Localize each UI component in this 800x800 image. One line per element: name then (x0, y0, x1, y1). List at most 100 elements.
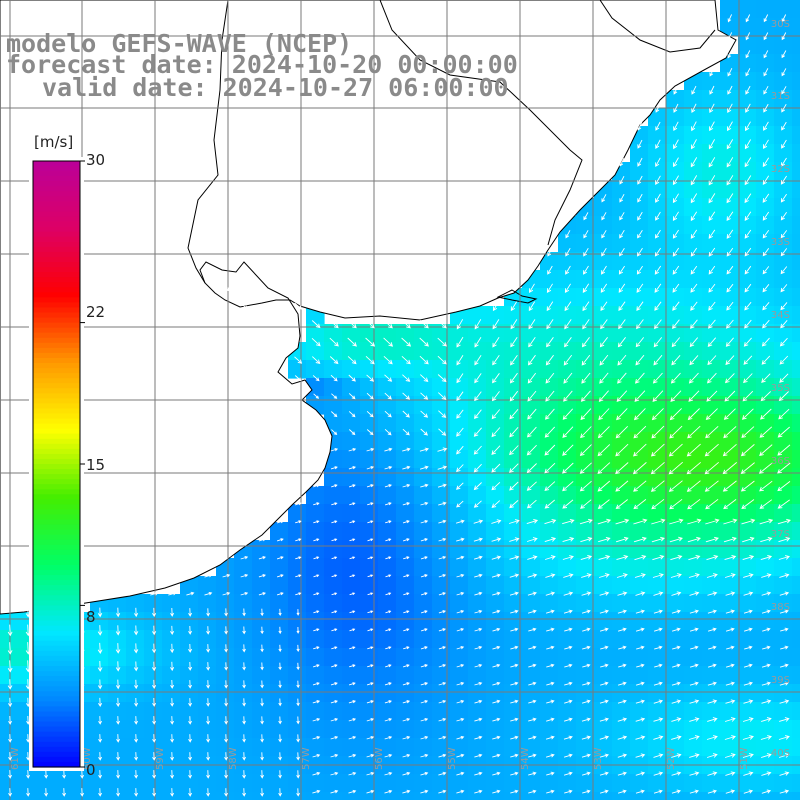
wind-arrow (599, 354, 609, 366)
wind-cell (396, 720, 415, 739)
wind-arrow (673, 139, 679, 150)
wind-arrow (706, 735, 718, 740)
wind-arrow (313, 502, 320, 506)
wind-cell (594, 774, 613, 793)
wind-arrow (312, 700, 321, 704)
wind-cell (738, 234, 757, 253)
wind-cell (558, 432, 577, 451)
wind-cell (162, 612, 181, 631)
wind-arrow (331, 610, 338, 614)
wind-cell (684, 666, 703, 685)
wind-cell (756, 54, 775, 73)
wind-arrow (186, 591, 195, 596)
wind-arrow (366, 700, 374, 704)
wind-arrow (708, 139, 715, 150)
wind-cell (126, 774, 145, 793)
wind-cell (216, 576, 235, 595)
wind-arrow (672, 247, 680, 257)
wind-arrow (745, 121, 751, 132)
wind-cell (774, 702, 793, 721)
wind-arrow (170, 625, 175, 635)
wind-arrow (671, 355, 681, 366)
wind-arrow (170, 734, 174, 743)
wind-cell (648, 774, 667, 793)
wind-cell (414, 630, 433, 649)
wind-arrow (615, 443, 629, 457)
wind-arrow (260, 698, 264, 707)
wind-cell (738, 288, 757, 307)
wind-cell (648, 432, 667, 451)
wind-cell (720, 522, 739, 541)
wind-cell (288, 594, 307, 613)
wind-arrow (168, 591, 177, 596)
wind-cell (666, 432, 685, 451)
wind-arrow (366, 682, 374, 686)
wind-arrow (134, 770, 139, 779)
wind-arrow (741, 518, 756, 525)
wind-cell (738, 162, 757, 181)
border-line (379, 0, 583, 246)
wind-cell (774, 504, 793, 523)
wind-cell (702, 666, 721, 685)
wind-arrow (348, 484, 356, 488)
wind-cell (396, 504, 415, 523)
wind-arrow (313, 393, 320, 399)
wind-arrow (402, 735, 411, 740)
wind-cell (504, 648, 523, 667)
wind-arrow (133, 661, 139, 672)
wind-cell (468, 360, 487, 379)
colorbar-swatch (33, 625, 80, 632)
wind-arrow (491, 481, 501, 491)
wind-arrow (687, 536, 701, 543)
wind-cell (684, 540, 703, 559)
wind-arrow (420, 771, 429, 776)
wind-cell (126, 738, 145, 757)
wind-arrow (672, 645, 681, 650)
wind-arrow (655, 157, 661, 167)
wind-arrow (544, 481, 556, 491)
wind-cell (576, 270, 595, 289)
wind-cell (90, 738, 109, 757)
wind-arrow (188, 698, 193, 707)
wind-arrow (473, 463, 482, 473)
wind-arrow (276, 556, 284, 560)
wind-arrow (740, 480, 755, 492)
wind-cell (738, 468, 757, 487)
wind-cell (648, 792, 667, 800)
wind-arrow (689, 717, 700, 722)
wind-cell (360, 702, 379, 721)
colorbar-swatch (33, 529, 80, 536)
colorbar-swatch (33, 398, 80, 404)
wind-arrow (760, 735, 772, 740)
wind-arrow (633, 518, 648, 525)
wind-cell (342, 522, 361, 541)
wind-arrow (637, 175, 643, 185)
wind-arrow (509, 427, 519, 438)
wind-cell (774, 306, 793, 325)
wind-cell (774, 720, 793, 739)
wind-cell (0, 738, 19, 757)
wind-arrow (330, 466, 338, 470)
wind-cell (756, 648, 775, 667)
wind-arrow (653, 354, 663, 366)
wind-arrow (474, 373, 482, 384)
colorbar-swatch (33, 287, 80, 293)
wind-cell (558, 684, 577, 703)
wind-arrow (526, 519, 539, 525)
wind-cell (378, 792, 397, 800)
wind-cell (738, 36, 757, 55)
wind-cell (702, 306, 721, 325)
wind-arrow (652, 372, 663, 384)
wind-cell (648, 594, 667, 613)
wind-cell (756, 198, 775, 217)
wind-arrow (295, 592, 302, 596)
wind-arrow (582, 645, 591, 650)
wind-arrow (599, 735, 610, 740)
wind-arrow (438, 410, 447, 418)
colorbar-swatch (33, 347, 80, 354)
wind-arrow (544, 462, 556, 474)
wind-cell (360, 486, 379, 505)
wind-arrow (687, 425, 701, 439)
wind-arrow (546, 699, 555, 704)
colorbar-swatch (33, 671, 80, 677)
